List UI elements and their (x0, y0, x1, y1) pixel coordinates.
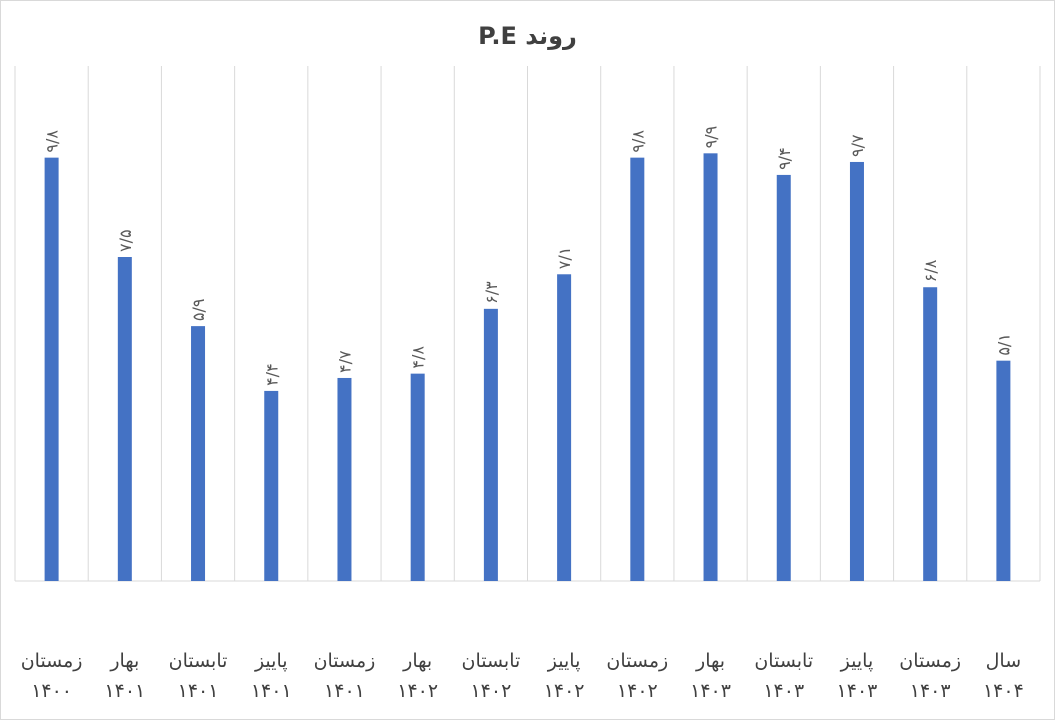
category-label: پاییز (547, 650, 581, 672)
category-label: بهار (402, 650, 432, 672)
category-label: تابستان (461, 650, 520, 672)
data-label: ۵/۹ (189, 299, 208, 322)
category-label: زمستان (899, 650, 961, 672)
bar (703, 153, 718, 581)
category-year-label: ۱۴۰۳ (837, 680, 878, 702)
bar (337, 377, 352, 581)
category-year-label: ۱۴۰۳ (690, 680, 731, 702)
category-label: پاییز (840, 650, 874, 672)
data-label: ۹/۷ (848, 134, 867, 157)
category-year-label: ۱۴۰۲ (470, 680, 511, 702)
bar (557, 274, 572, 581)
bar (117, 257, 132, 581)
data-label: ۴/۴ (262, 363, 281, 386)
category-label: زمستان (606, 650, 668, 672)
category-label: سال (986, 650, 1022, 672)
data-label: ۹/۸ (628, 130, 647, 153)
bar (264, 390, 279, 581)
category-label: پاییز (254, 650, 288, 672)
category-label: تابستان (754, 650, 813, 672)
data-label: ۹/۹ (702, 126, 721, 149)
data-label: ۴/۷ (335, 350, 354, 373)
bar (849, 161, 864, 581)
category-year-label: ۱۴۰۱ (324, 680, 365, 702)
bar (630, 157, 645, 581)
bar (191, 326, 206, 581)
data-label: ۵/۱ (994, 333, 1013, 356)
data-label: ۷/۵ (116, 229, 135, 252)
data-label: ۹/۸ (43, 130, 62, 153)
data-label: ۶/۳ (482, 281, 501, 304)
data-label: ۴/۸ (409, 346, 428, 369)
category-label: زمستان (21, 650, 83, 672)
data-label: ۶/۸ (921, 259, 940, 282)
category-label: تابستان (169, 650, 228, 672)
bar (996, 360, 1011, 581)
chart-title: روند P.E (478, 22, 577, 50)
category-year-label: ۱۴۰۱ (104, 680, 145, 702)
data-label: ۷/۱ (555, 247, 574, 270)
category-year-label: ۱۴۰۲ (397, 680, 438, 702)
data-label: ۹/۴ (775, 147, 794, 170)
category-year-label: ۱۴۰۳ (910, 680, 951, 702)
category-year-label: ۱۴۰۲ (617, 680, 658, 702)
category-year-label: ۱۴۰۳ (763, 680, 804, 702)
category-year-label: ۱۴۰۰ (31, 680, 72, 702)
category-year-label: ۱۴۰۱ (251, 680, 292, 702)
bar (776, 174, 791, 582)
category-label: بهار (109, 650, 139, 672)
bar (483, 308, 498, 581)
category-year-label: ۱۴۰۴ (983, 680, 1024, 702)
category-year-label: ۱۴۰۱ (178, 680, 219, 702)
bar (410, 373, 425, 581)
category-year-label: ۱۴۰۲ (544, 680, 585, 702)
bar (44, 157, 59, 581)
category-label: بهار (695, 650, 725, 672)
bar (923, 287, 938, 581)
category-label: زمستان (314, 650, 376, 672)
